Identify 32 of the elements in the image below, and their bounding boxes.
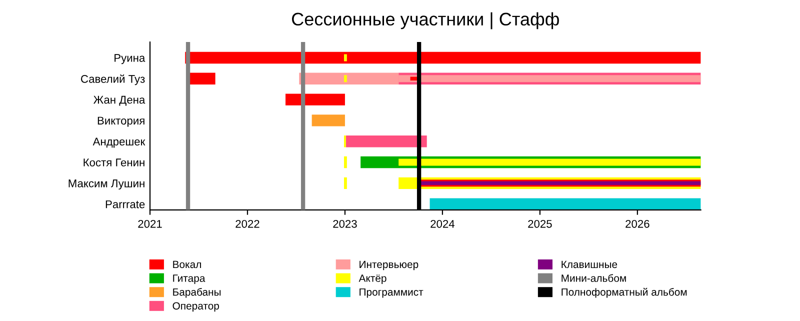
legend-label: Программист	[360, 288, 424, 298]
bar	[312, 114, 345, 126]
y-tick-label: Виктория	[98, 116, 144, 127]
x-tick-label: 2022	[236, 220, 260, 228]
legend-label: Вокал	[173, 260, 201, 268]
bar	[286, 94, 345, 106]
legend-label: Мини-альбом	[562, 274, 626, 282]
legend-label: Актёр	[358, 274, 386, 284]
y-tick-label: Руина	[114, 54, 146, 64]
x-tick-label: 2025	[528, 220, 552, 228]
bar	[188, 72, 216, 84]
chart-title: Сессионные участники | Стафф	[292, 12, 559, 30]
legend-label: Оператор	[172, 302, 219, 312]
legend-label: Клавишные	[562, 260, 618, 268]
y-tick-label: Костя Генин	[84, 158, 144, 166]
bar	[430, 198, 701, 210]
y-tick-label: Максим Лушин	[68, 180, 144, 190]
legend-label: Интервьюер	[360, 260, 418, 270]
bar	[346, 136, 427, 148]
y-tick-label: Parrrate	[106, 200, 145, 208]
y-tick-label: Жан Дена	[93, 96, 146, 106]
y-tick-label: Андрешек	[92, 138, 146, 148]
x-tick-label: 2021	[138, 220, 162, 228]
legend-label: Полноформатный альбом	[562, 288, 687, 298]
legend-label: Гитара	[173, 274, 206, 284]
x-tick-label: 2024	[430, 220, 454, 228]
bar	[185, 52, 701, 64]
legend-label: Барабаны	[173, 288, 221, 298]
x-tick-label: 2023	[333, 220, 357, 228]
y-tick-label: Савелий Туз	[81, 74, 145, 86]
x-tick-label: 2026	[626, 220, 650, 228]
bar	[344, 156, 347, 168]
